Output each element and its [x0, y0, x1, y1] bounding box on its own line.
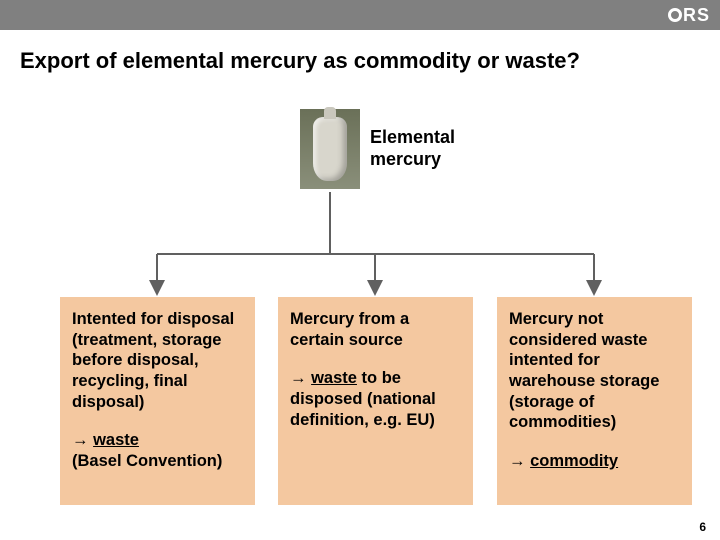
box1-result: → waste — [72, 430, 243, 451]
box2-result: → waste to be disposed (national definit… — [290, 368, 461, 430]
logo-text: RS — [683, 5, 710, 26]
logo: RS — [668, 5, 710, 26]
outcome-box-disposal: Intented for disposal (treatment, storag… — [60, 297, 255, 505]
box1-keyword: waste — [93, 431, 139, 449]
box3-result: → commodity — [509, 451, 680, 472]
page-number: 6 — [699, 520, 706, 534]
logo-circle-icon — [668, 8, 682, 22]
box2-para: Mercury from a certain source — [290, 309, 461, 350]
arrow-icon: → — [509, 452, 526, 470]
box3-keyword: commodity — [530, 452, 618, 470]
page-title: Export of elemental mercury as commodity… — [0, 30, 720, 74]
header-bar: RS — [0, 0, 720, 30]
diagram: Elemental mercury Intented for disposal … — [0, 74, 720, 534]
box2-keyword: waste — [311, 369, 357, 387]
outcome-box-source: Mercury from a certain source → waste to… — [278, 297, 473, 505]
box1-tail: (Basel Convention) — [72, 451, 243, 472]
box3-para: Mercury not considered waste intented fo… — [509, 309, 680, 433]
outcome-box-commodity: Mercury not considered waste intented fo… — [497, 297, 692, 505]
arrow-icon: → — [72, 431, 89, 449]
box1-para: Intented for disposal (treatment, storag… — [72, 309, 243, 412]
arrow-icon: → — [290, 369, 307, 387]
